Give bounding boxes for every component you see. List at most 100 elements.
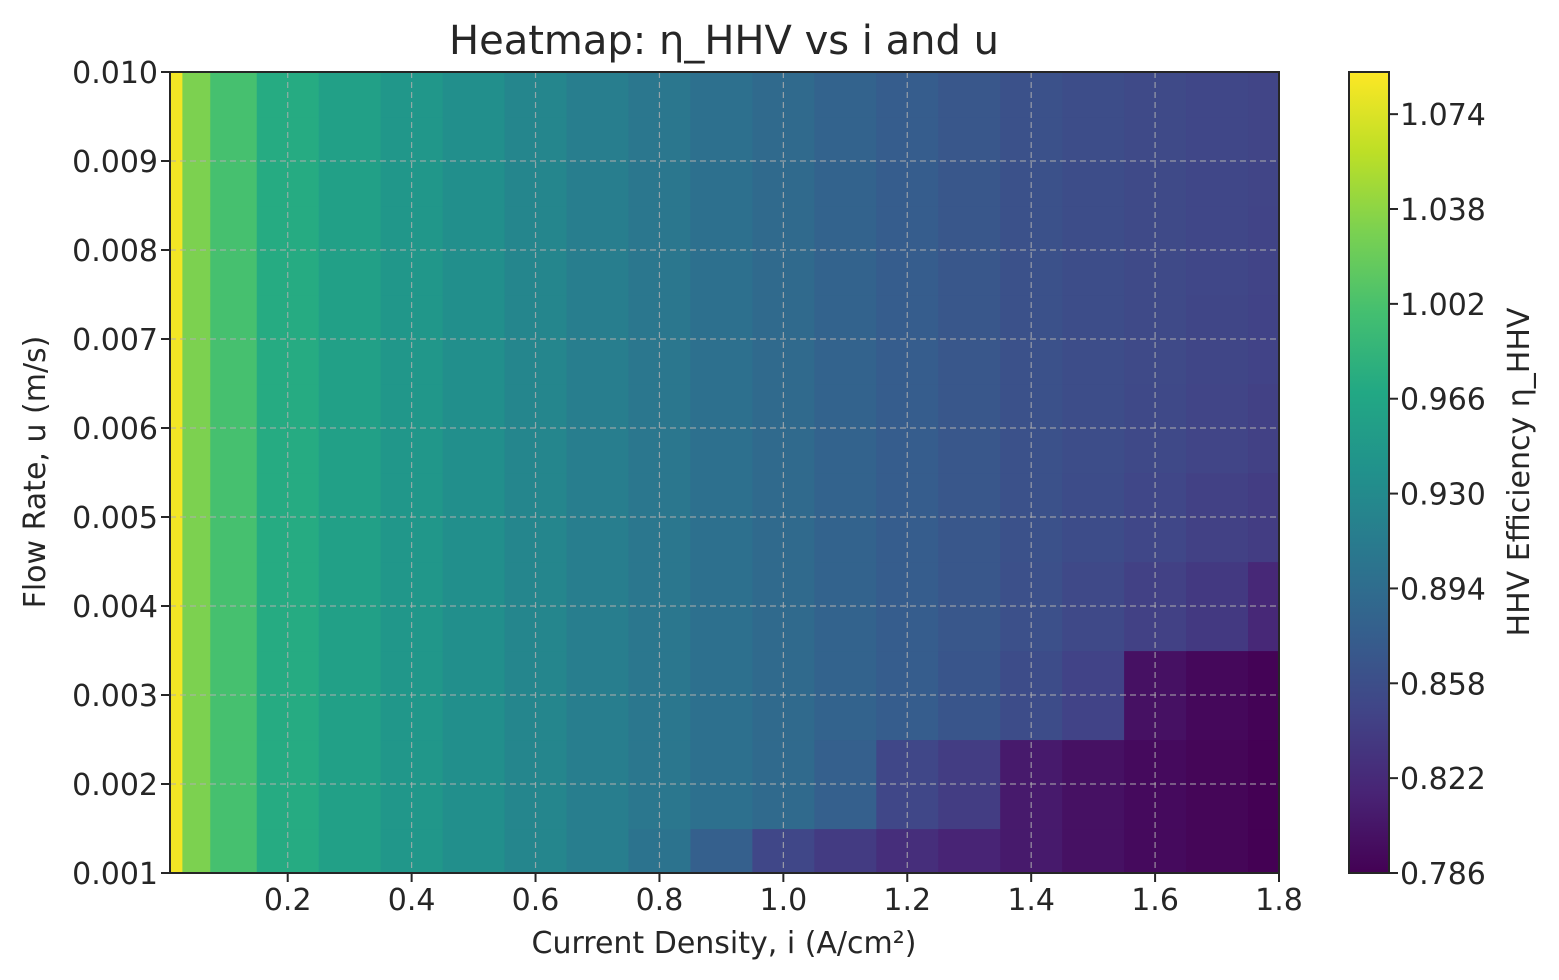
heatmap-cell (182, 294, 211, 385)
colorbar-tick-label: 1.038 (1400, 193, 1486, 228)
x-tick-label: 0.2 (264, 883, 312, 918)
heatmap-cell (1062, 828, 1125, 873)
heatmap-cell (1186, 116, 1249, 207)
y-axis-label: Flow Rate, u (m/s) (18, 336, 53, 609)
heatmap-cell (256, 383, 320, 474)
y-tick-label: 0.010 (72, 56, 158, 91)
heatmap-cell (318, 828, 382, 873)
x-tick-label: 1.8 (1255, 883, 1303, 918)
heatmap-cell (210, 72, 258, 118)
heatmap-cell (1186, 205, 1249, 296)
y-tick-label: 0.003 (72, 679, 158, 714)
heatmap-cell (1062, 72, 1125, 118)
heatmap-cell (170, 739, 183, 830)
heatmap-cell (170, 205, 183, 296)
heatmap-cell (182, 739, 211, 830)
colorbar-label: HHV Efficiency η_HHV (1502, 307, 1537, 636)
heatmap-cell (182, 205, 211, 296)
heatmap-cell (318, 72, 382, 118)
y-tick-label: 0.009 (72, 145, 158, 180)
heatmap-cell (566, 472, 630, 563)
colorbar-tick-label: 0.822 (1400, 762, 1486, 797)
heatmap-cell (690, 72, 753, 118)
heatmap-cell (182, 650, 211, 741)
heatmap-cell (182, 561, 211, 652)
heatmap-cell (1186, 472, 1249, 563)
x-tick-label: 1.2 (883, 883, 931, 918)
heatmap-cell (1186, 294, 1249, 385)
x-tick-label: 0.6 (512, 883, 560, 918)
heatmap-cell (1186, 828, 1249, 873)
heatmap-cell (814, 72, 877, 118)
heatmap-cell (876, 294, 939, 385)
x-tick-label: 1.0 (759, 883, 807, 918)
colorbar-tick-label: 1.002 (1400, 288, 1486, 323)
heatmap-cell (1186, 383, 1249, 474)
heatmap-cell (256, 116, 320, 207)
y-tick-label: 0.007 (72, 323, 158, 358)
heatmap-cell (210, 828, 258, 873)
colorbar-tick-label: 0.894 (1400, 572, 1486, 607)
heatmap-cell (566, 294, 630, 385)
heatmap-cell (566, 650, 630, 741)
y-tick-label: 0.001 (72, 857, 158, 892)
heatmap-cell (566, 828, 630, 873)
colorbar-tick-label: 0.966 (1400, 383, 1486, 418)
heatmap-cell (566, 561, 630, 652)
colorbar-tick-label: 1.074 (1400, 98, 1486, 133)
x-tick-label: 0.8 (636, 883, 684, 918)
chart-title: Heatmap: η_HHV vs i and u (449, 18, 999, 64)
colorbar-tick-label: 0.786 (1400, 857, 1486, 892)
heatmap-cell (814, 828, 877, 873)
heatmap-cell (182, 383, 211, 474)
y-axis: 0.001 0.002 0.003 0.004 0.005 0.006 0.007 0.008… (72, 56, 170, 892)
heatmap-cell (182, 72, 211, 118)
heatmap-cell (170, 294, 183, 385)
x-axis-label: Current Density, i (A/cm²) (532, 926, 917, 961)
heatmap-cell (1248, 72, 1279, 118)
colorbar (1348, 71, 1390, 874)
heatmap-cell (170, 383, 183, 474)
colorbar-axis: 0.786 0.822 0.858 0.894 0.930 0.966 1.002 1.038… (1389, 98, 1486, 892)
x-tick-label: 1.6 (1131, 883, 1179, 918)
heatmap-cell (938, 72, 1001, 118)
heatmap-cell (182, 472, 211, 563)
y-tick-label: 0.002 (72, 768, 158, 803)
heatmap-cell (566, 72, 630, 118)
heatmap-cells (170, 72, 1279, 873)
heatmap-cell (1186, 739, 1249, 830)
y-tick-label: 0.005 (72, 501, 158, 536)
heatmap-cell (170, 472, 183, 563)
heatmap-cell (1186, 72, 1249, 118)
heatmap-cell (256, 294, 320, 385)
heatmap-cell (1248, 828, 1279, 873)
plot-frame (169, 71, 1280, 874)
heatmap-cell (566, 383, 630, 474)
heatmap-cell (876, 205, 939, 296)
heatmap-cell (170, 650, 183, 741)
heatmap-cell (170, 116, 183, 207)
heatmap-cell (876, 116, 939, 207)
x-axis: 0.2 0.4 0.6 0.8 1.0 1.2 1.4 1.6 1.8 (264, 873, 1303, 918)
heatmap-cell (566, 739, 630, 830)
heatmap-cell (566, 116, 630, 207)
colorbar-tick-label: 0.858 (1400, 667, 1486, 702)
heatmap-cell (170, 72, 183, 118)
heatmap-cell (938, 828, 1001, 873)
heatmap-cell (182, 828, 211, 873)
heatmap-cell (256, 205, 320, 296)
heatmap-cell (566, 205, 630, 296)
heatmap-cell (876, 383, 939, 474)
x-tick-label: 0.4 (388, 883, 436, 918)
heatmap-cell (442, 72, 506, 118)
heatmap-cell (170, 561, 183, 652)
y-tick-label: 0.004 (72, 590, 158, 625)
colorbar-tick-label: 0.930 (1400, 478, 1486, 513)
heatmap-cell (170, 828, 183, 873)
y-tick-label: 0.008 (72, 234, 158, 269)
heatmap-cell (442, 828, 506, 873)
heatmap-cell (1186, 561, 1249, 652)
x-tick-label: 1.4 (1007, 883, 1055, 918)
heatmap-cell (1186, 650, 1249, 741)
